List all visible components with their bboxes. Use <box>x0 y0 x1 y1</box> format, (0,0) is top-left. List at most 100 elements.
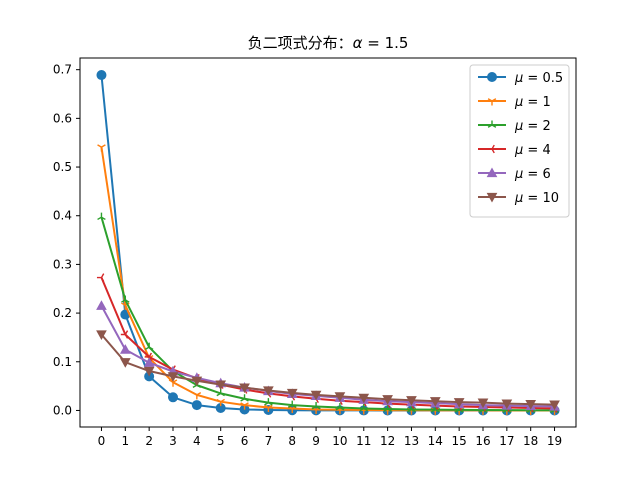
x-tick-label: 14 <box>428 434 443 448</box>
legend-marker <box>486 192 498 203</box>
data-point <box>119 358 131 368</box>
data-point <box>477 398 489 409</box>
data-point <box>96 330 107 341</box>
legend-label: μ = 4 <box>514 143 551 158</box>
data-point <box>97 212 106 221</box>
legend-label: μ = 6 <box>514 167 551 182</box>
chart-title-prefix: 负二项式分布： <box>248 34 353 52</box>
x-tick-label: 17 <box>499 434 514 448</box>
legend-label: μ = 0.5 <box>514 71 563 86</box>
data-point <box>525 400 537 410</box>
legend-box <box>469 64 570 218</box>
data-point <box>215 380 227 391</box>
y-tick-label: 0.7 <box>53 63 72 77</box>
data-point <box>96 300 107 310</box>
y-tick-label: 0.1 <box>53 355 72 369</box>
data-point <box>382 395 393 405</box>
x-tick-label: 16 <box>475 434 490 448</box>
data-point <box>310 390 322 401</box>
data-point <box>144 352 153 362</box>
legend-entry: μ = 4 <box>478 143 551 158</box>
data-point <box>167 372 179 382</box>
legend-label: μ = 1 <box>514 95 551 110</box>
data-point <box>501 399 513 410</box>
data-point <box>549 400 560 411</box>
legend-label-value: = 0.5 <box>523 71 563 86</box>
y-tick-label: 0.2 <box>53 306 72 320</box>
data-point <box>191 376 203 387</box>
legend-entry: μ = 10 <box>478 191 559 206</box>
legend-marker <box>487 120 497 128</box>
legend-entry: μ = 1 <box>478 95 551 110</box>
series-6 <box>96 330 560 411</box>
data-point <box>334 392 346 402</box>
data-point <box>240 402 249 410</box>
x-tick-label: 15 <box>452 434 467 448</box>
x-tick-label: 0 <box>98 434 106 448</box>
x-tick-label: 1 <box>121 434 129 448</box>
legend-label-value: = 1 <box>523 95 550 110</box>
legend-label-value: = 6 <box>523 167 550 182</box>
legend-label-symbol: μ <box>514 71 523 86</box>
y-tick-label: 0.6 <box>53 111 72 125</box>
legend-label: μ = 10 <box>514 191 559 206</box>
data-point <box>240 394 249 402</box>
y-tick-label: 0.0 <box>53 403 72 417</box>
legend-entry: μ = 0.5 <box>478 71 563 86</box>
data-point <box>359 404 369 412</box>
legend-label-value: = 2 <box>523 119 550 134</box>
data-point <box>192 392 202 400</box>
data-point <box>311 402 321 410</box>
x-tick-label: 5 <box>217 434 225 448</box>
data-point <box>97 144 106 152</box>
legend-entry: μ = 2 <box>478 119 551 134</box>
chart-title-symbol: α <box>353 34 363 52</box>
x-tick-label: 6 <box>241 434 249 448</box>
data-point <box>119 344 131 354</box>
x-tick-label: 11 <box>356 434 371 448</box>
data-point <box>264 404 273 413</box>
data-point <box>239 383 250 394</box>
series-line <box>100 333 555 406</box>
legend-label-symbol: μ <box>514 119 523 134</box>
x-tick-label: 2 <box>145 434 153 448</box>
x-tick-label: 9 <box>312 434 320 448</box>
x-tick-label: 18 <box>523 434 538 448</box>
data-point <box>358 393 370 404</box>
legend-marker <box>487 72 497 82</box>
y-tick-label: 0.3 <box>53 257 72 271</box>
y-tick-label: 0.5 <box>53 160 72 174</box>
data-point <box>96 70 107 81</box>
legend-label-symbol: μ <box>514 95 523 110</box>
legend-label-symbol: μ <box>514 167 523 182</box>
plot-frame <box>79 57 577 428</box>
chart-title: 负二项式分布：α = 1.5 <box>248 34 409 52</box>
data-point <box>191 400 202 411</box>
axes-layer: 0 1 2 3 4 5 6 7 8 9 10 11 12 13 14 15 16 17 18 190.00.10.20… <box>53 63 562 448</box>
data-point <box>216 398 225 407</box>
legend: μ = 0.5μ = 1μ = 2μ = 4μ = 6μ = 10 <box>469 64 570 218</box>
data-point <box>263 386 274 397</box>
legend-marker <box>486 167 498 178</box>
legend-label-symbol: μ <box>514 191 523 206</box>
data-point <box>96 273 105 282</box>
x-tick-label: 12 <box>380 434 395 448</box>
x-tick-label: 13 <box>404 434 419 448</box>
data-point <box>406 396 417 406</box>
legend-label-value: = 10 <box>523 191 559 206</box>
data-point <box>168 392 178 403</box>
data-point <box>429 397 441 407</box>
data-point <box>143 357 155 367</box>
data-point <box>286 388 298 399</box>
legend-marker <box>487 98 497 106</box>
x-tick-label: 4 <box>193 434 201 448</box>
data-point <box>264 398 273 406</box>
legend-label: μ = 2 <box>514 119 551 134</box>
x-tick-label: 7 <box>265 434 273 448</box>
data-point <box>287 400 297 408</box>
x-tick-label: 8 <box>288 434 296 448</box>
data-point <box>168 379 178 387</box>
x-tick-label: 3 <box>169 434 177 448</box>
legend-label-symbol: μ <box>514 143 523 158</box>
